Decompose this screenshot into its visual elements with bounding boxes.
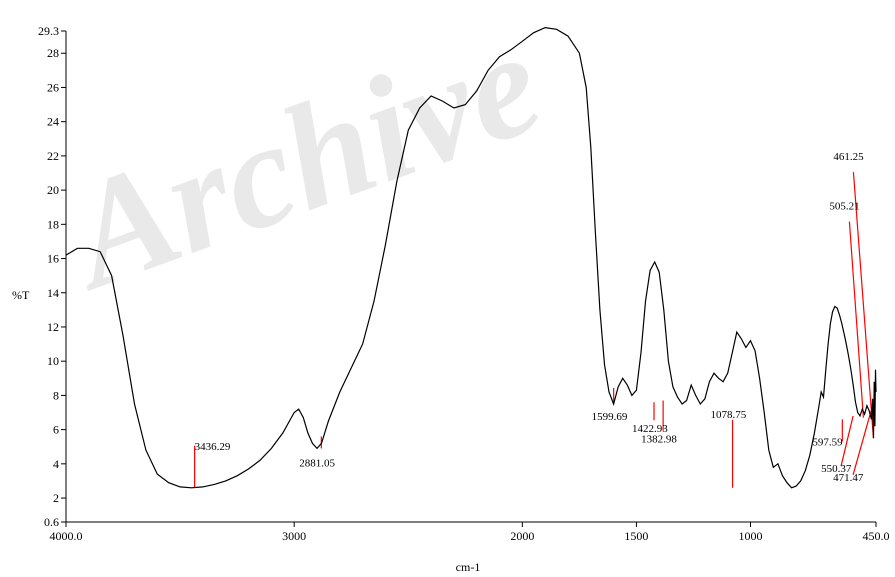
y-tick-label: 14 <box>47 286 59 300</box>
x-tick-label: 3000 <box>282 529 306 543</box>
y-tick-label: 8 <box>53 388 59 402</box>
y-tick-label: 10 <box>47 354 59 368</box>
y-tick-label: 0.6 <box>44 515 59 529</box>
peak-marker <box>840 415 854 467</box>
y-tick-label: 12 <box>47 320 59 334</box>
x-tick-label: 450.0 <box>863 529 890 543</box>
peak-label: 597.59 <box>812 436 843 448</box>
y-tick-label: 22 <box>47 149 59 163</box>
y-tick-label: 24 <box>47 115 59 129</box>
peak-marker <box>852 172 875 439</box>
peak-label: 1078.75 <box>711 409 747 421</box>
peak-marker <box>852 410 872 475</box>
peak-label: 1422.93 <box>632 423 668 435</box>
peak-marker-lines <box>194 172 875 488</box>
peak-label: 550.37 <box>821 463 852 475</box>
peak-marker <box>848 221 865 418</box>
peak-label: 1599.69 <box>592 411 628 423</box>
y-tick-label: 2 <box>53 491 59 505</box>
x-tick-label: 1000 <box>739 529 763 543</box>
spectrum-line <box>65 26 877 489</box>
x-axis-label: cm-1 <box>456 560 481 574</box>
y-tick-label: 6 <box>53 423 59 437</box>
y-tick-label: 18 <box>47 217 59 231</box>
y-tick-label: 29.3 <box>38 24 59 38</box>
y-tick-label: 26 <box>47 80 59 94</box>
peak-label: 505.21 <box>829 201 859 213</box>
y-tick-label: 16 <box>47 252 59 266</box>
watermark: Archive <box>42 0 560 322</box>
y-tick-label: 20 <box>47 183 59 197</box>
y-tick-label: 28 <box>47 46 59 60</box>
peak-label: 1382.98 <box>641 434 677 446</box>
x-tick-label: 4000.0 <box>50 529 83 543</box>
x-tick-label: 2000 <box>510 529 534 543</box>
peak-label: 461.25 <box>833 151 864 163</box>
peak-label: 2881.05 <box>299 457 335 469</box>
peak-label: 3436.29 <box>195 441 231 453</box>
x-tick-label: 1500 <box>624 529 648 543</box>
y-tick-label: 4 <box>53 457 59 471</box>
peak-label: 471.47 <box>833 472 864 484</box>
y-axis-label: %T <box>12 288 30 302</box>
